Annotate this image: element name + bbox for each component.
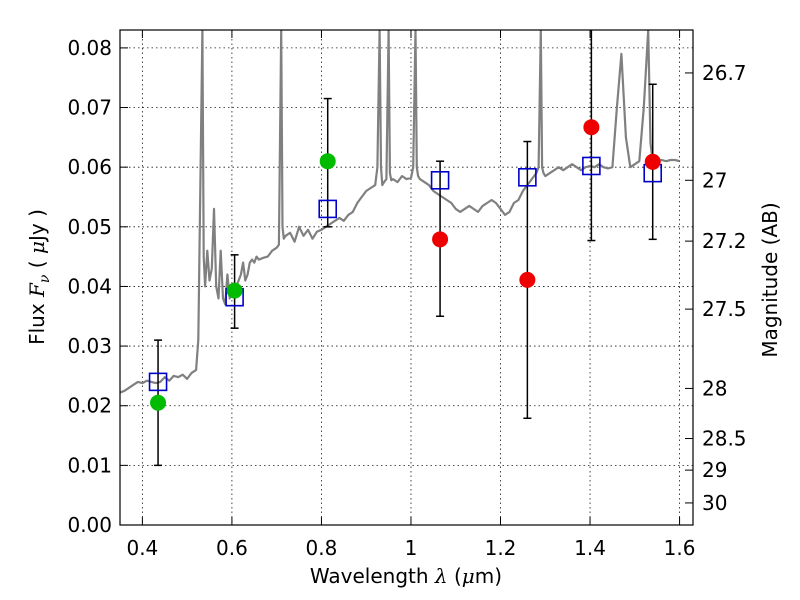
y2-tick-label: 26.7 bbox=[702, 61, 747, 85]
model-photometry-markers bbox=[148, 156, 663, 392]
y2-tick-label: 28.5 bbox=[702, 427, 747, 451]
y-tick-label: 0.04 bbox=[67, 274, 112, 298]
non-detection-point bbox=[583, 119, 600, 136]
y2-tick-label: 27.5 bbox=[702, 297, 747, 321]
detection-point bbox=[150, 394, 167, 411]
y-tick-label: 0.05 bbox=[67, 215, 112, 239]
plot-frame bbox=[119, 29, 694, 526]
x-axis-title: Wavelength λ (μm) bbox=[310, 564, 502, 588]
y-axis-title: Flux Fν ( μJy ) bbox=[25, 209, 53, 345]
y-axis-ticks: 0.00 0.01 0.02 0.03 0.04 0.05 0.06 0.07 0.08 bbox=[67, 36, 128, 537]
detection-point bbox=[226, 282, 243, 299]
x-tick-label: 1.2 bbox=[485, 536, 517, 560]
x-tick-label: 0.6 bbox=[216, 536, 248, 560]
y2-axis-title: Magnitude (AB) bbox=[758, 202, 782, 357]
y2-tick-label: 27 bbox=[702, 168, 727, 192]
y-tick-label: 0.07 bbox=[67, 96, 112, 120]
non-detection-point bbox=[644, 153, 661, 170]
x-axis-ticks: 0.4 0.6 0.8 1 1.2 1.4 1.6 bbox=[126, 30, 695, 560]
y-tick-label: 0.02 bbox=[67, 394, 112, 418]
non-detection-point bbox=[432, 231, 449, 248]
y-tick-label: 0.01 bbox=[67, 453, 112, 477]
model-spectrum-line bbox=[120, 30, 680, 394]
y-tick-label: 0.06 bbox=[67, 155, 112, 179]
x-tick-label: 1 bbox=[405, 536, 418, 560]
detection-point bbox=[319, 153, 336, 170]
y2-axis-ticks: 26.7 27 27.2 27.5 28 28.5 29 30 bbox=[685, 61, 747, 515]
model-photometry-square bbox=[318, 199, 338, 219]
non-detection-point bbox=[519, 271, 536, 288]
model-photometry-square bbox=[430, 170, 450, 190]
x-tick-label: 0.8 bbox=[306, 536, 338, 560]
y-tick-label: 0.03 bbox=[67, 334, 112, 358]
model-photometry-square bbox=[582, 156, 601, 176]
y2-tick-label: 29 bbox=[702, 458, 727, 482]
model-photometry-square bbox=[518, 168, 537, 187]
y2-tick-label: 28 bbox=[702, 376, 727, 400]
x-tick-label: 1.4 bbox=[574, 536, 606, 560]
model-photometry-square bbox=[148, 372, 168, 392]
observed-markers bbox=[150, 119, 661, 411]
plot-area bbox=[120, 30, 680, 467]
y-tick-label: 0.08 bbox=[67, 36, 112, 60]
y2-tick-label: 27.2 bbox=[702, 229, 747, 253]
y-tick-label: 0.00 bbox=[67, 513, 112, 537]
x-tick-label: 1.6 bbox=[664, 536, 696, 560]
x-tick-label: 0.4 bbox=[126, 536, 158, 560]
y2-tick-label: 30 bbox=[702, 491, 727, 515]
